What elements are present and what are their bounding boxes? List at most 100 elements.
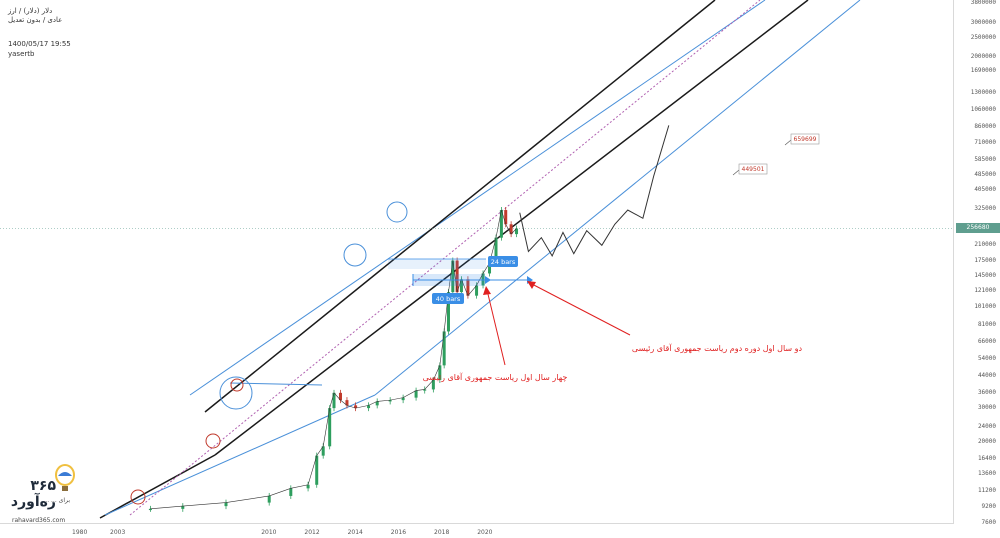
resistance-line[interactable] — [229, 382, 323, 386]
y-tick-label: 1300000 — [970, 88, 996, 96]
x-tick-label: 2010 — [261, 529, 277, 536]
candle-body-6 — [315, 455, 319, 485]
highlight-circle-0[interactable] — [130, 489, 146, 505]
logo-brand: ۳۶۵ ره‌آورد — [10, 478, 56, 510]
y-tick-label: 30000 — [977, 404, 996, 412]
y-tick-label: 66000 — [977, 338, 996, 346]
target-leader-1 — [784, 139, 792, 146]
time-axis[interactable]: 1980 2003 2010 2012 2014 2016 2018 2020 — [0, 523, 954, 538]
y-tick-label: 325000 — [974, 204, 996, 212]
highlight-circle-2[interactable] — [219, 376, 253, 410]
candle-body-29 — [488, 262, 492, 274]
highlight-circle-1[interactable] — [205, 433, 221, 449]
note-arrow-2 — [486, 289, 506, 366]
annotation-second-term: دو سال اول دوره دوم ریاست جمهوری آقای رئ… — [632, 343, 803, 353]
x-tick-label: 2018 — [434, 529, 450, 536]
channel-line-0[interactable] — [189, 0, 766, 396]
candle-body-17 — [414, 390, 418, 398]
candle-body-26 — [466, 279, 470, 296]
candle-body-1 — [181, 506, 185, 509]
y-tick-label: 2500000 — [970, 34, 996, 42]
annotation-first-term: چهار سال اول ریاست جمهوری آقای رئیسی — [423, 372, 568, 382]
mode-label: عادی / بدون تعدیل — [8, 16, 63, 24]
y-tick-label: 175000 — [974, 256, 996, 264]
candle-body-10 — [338, 392, 342, 401]
candle-body-15 — [388, 400, 392, 402]
y-tick-label: 16400 — [977, 454, 996, 462]
note-arrow-1-head — [527, 281, 536, 289]
candle-body-0 — [148, 508, 152, 511]
channel-line-3[interactable] — [374, 0, 861, 396]
candle-body-25 — [459, 279, 463, 293]
candle-body-4 — [289, 488, 293, 496]
candle-body-21 — [442, 331, 446, 366]
symbol-title: دلار (دلار) / ارز — [8, 7, 53, 15]
y-tick-label: 210000 — [974, 241, 996, 249]
y-tick-label: 13600 — [977, 470, 996, 478]
candle-body-31 — [499, 210, 503, 238]
candle-body-7 — [321, 446, 325, 456]
bars-24-range[interactable] — [388, 259, 486, 269]
target-label-0: 449501 — [742, 166, 765, 173]
bars-40-arrow-a — [485, 276, 491, 284]
y-tick-label: 7600 — [981, 519, 996, 526]
price-axis[interactable]: 256680 3800000 3000000 2500000 2000000 16900… — [953, 0, 1000, 526]
y-tick-label: 2000000 — [970, 52, 996, 60]
logo-url: rahavard365.com — [12, 517, 66, 524]
y-tick-label: 44000 — [977, 372, 996, 380]
y-tick-label: 405000 — [974, 186, 996, 194]
candle-body-32 — [504, 210, 508, 225]
y-tick-label: 485000 — [974, 171, 996, 179]
candle-body-27 — [475, 285, 479, 296]
candle-body-28 — [481, 273, 485, 286]
highlight-circle-5[interactable] — [386, 201, 408, 223]
balloon-icon — [55, 464, 75, 491]
candle-body-30 — [494, 237, 498, 263]
target-label-1: 659699 — [794, 136, 817, 143]
candle-body-5 — [306, 484, 310, 489]
x-tick-label: 1980 — [72, 529, 88, 536]
candle-body-16 — [401, 397, 405, 401]
author-label: yasertb — [8, 50, 35, 58]
channel-inner-lower-tail[interactable] — [99, 454, 216, 519]
y-tick-label: 710000 — [974, 139, 996, 147]
candle-body-13 — [367, 405, 371, 409]
candle-body-11 — [345, 400, 349, 406]
highlight-circle-4[interactable] — [343, 243, 367, 267]
target-leader-0 — [732, 169, 740, 176]
y-tick-label: 145000 — [974, 272, 996, 280]
candle-body-23 — [451, 260, 455, 293]
y-tick-label: 3000000 — [970, 18, 996, 26]
note-arrow-1 — [529, 282, 631, 336]
x-tick-label: 2016 — [390, 529, 407, 536]
current-price-flag: 256680 — [956, 223, 1000, 234]
y-tick-label: 121000 — [974, 287, 996, 295]
y-tick-label: 101000 — [974, 302, 996, 310]
y-tick-label: 860000 — [974, 123, 996, 131]
y-tick-label: 3800000 — [970, 0, 996, 6]
candle-body-18 — [423, 389, 427, 391]
note-arrow-2-head — [483, 286, 491, 295]
candle-body-12 — [354, 405, 358, 409]
y-tick-label: 20000 — [977, 438, 996, 446]
y-tick-label: 1690000 — [970, 66, 996, 74]
price-series-line — [150, 209, 517, 510]
candle-body-2 — [224, 502, 228, 507]
highlight-circle-3[interactable] — [230, 378, 244, 392]
projection-path[interactable] — [519, 125, 670, 257]
y-tick-label: 11200 — [977, 486, 996, 494]
candle-body-8 — [328, 408, 332, 447]
channel-line-1[interactable] — [204, 0, 716, 413]
timestamp-label: 1400/05/17 19:55 — [8, 40, 71, 48]
target-box-1[interactable] — [790, 133, 820, 145]
bars-24-badge — [488, 256, 518, 267]
y-tick-label: 81000 — [977, 321, 996, 328]
logo-tagline: برای ... ... — [43, 497, 70, 504]
target-box-0[interactable] — [738, 163, 768, 175]
y-tick-label: 9200 — [981, 503, 996, 510]
bars-24-label: 24 bars — [491, 258, 516, 266]
bars-40-badge — [432, 293, 464, 304]
candle-body-33 — [509, 224, 513, 235]
channel-median-line[interactable] — [129, 0, 761, 516]
